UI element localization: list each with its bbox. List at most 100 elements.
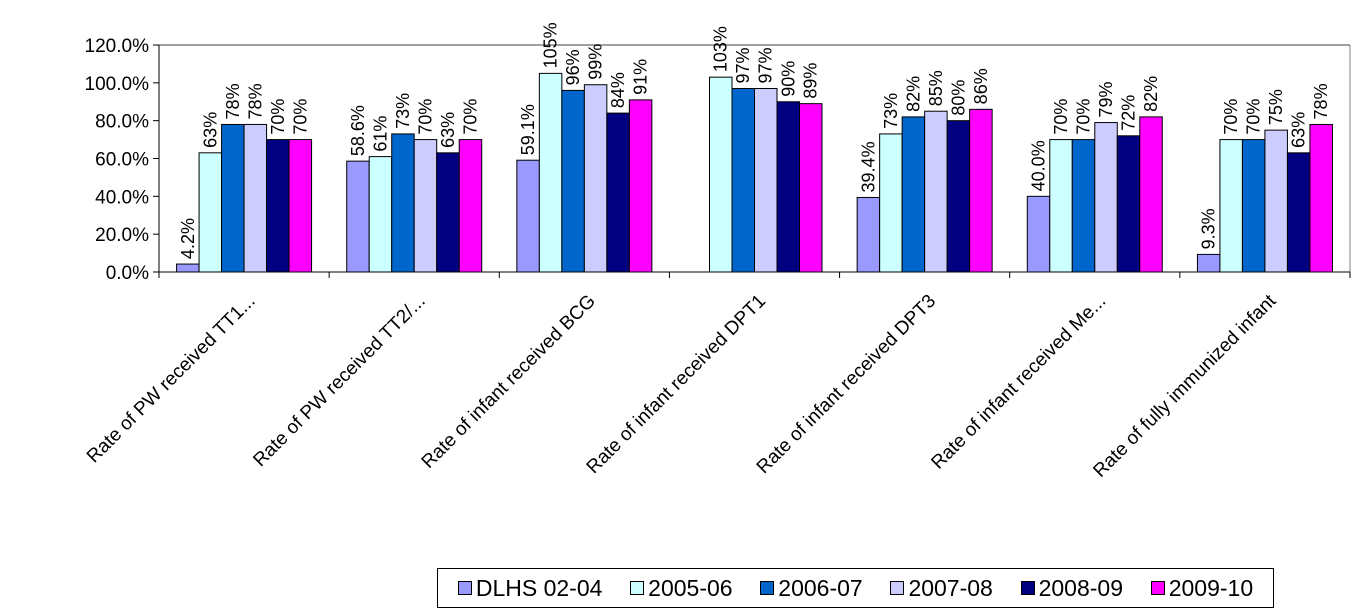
bar	[391, 133, 415, 273]
legend-item: 2006-07	[760, 574, 863, 602]
data-label: 84%	[608, 72, 628, 108]
bar	[709, 76, 733, 273]
data-label: 70%	[1074, 99, 1094, 135]
data-label: 59.1%	[518, 104, 538, 155]
bar	[368, 156, 393, 273]
x-tick-label: Rate of fully immunized infant	[1089, 290, 1281, 482]
bar	[1219, 139, 1243, 273]
data-label: 70%	[415, 99, 435, 135]
bar	[176, 263, 200, 273]
x-tick-label: Rate of infant received Me...	[927, 291, 1110, 474]
data-label: 97%	[733, 47, 753, 83]
legend-label: 2006-07	[778, 574, 863, 601]
bar	[1071, 139, 1096, 273]
legend-label: DLHS 02-04	[475, 574, 603, 601]
bar	[1286, 152, 1311, 273]
bar	[1264, 129, 1288, 273]
legend-item: 2005-06	[630, 574, 733, 602]
bar	[561, 89, 585, 273]
bar	[1094, 122, 1118, 273]
data-label: 79%	[1096, 82, 1116, 118]
x-tick-label: Rate of PW received TT2/...	[249, 291, 429, 471]
data-label: 82%	[1141, 76, 1161, 112]
bar	[754, 88, 778, 273]
data-label: 105%	[541, 22, 561, 68]
legend-item: DLHS 02-04	[457, 574, 603, 602]
bar	[288, 139, 313, 273]
bar	[221, 123, 245, 273]
data-label: 78%	[1311, 83, 1331, 119]
data-label: 70%	[290, 99, 310, 135]
bar	[243, 123, 268, 273]
data-label: 4.2%	[178, 218, 198, 259]
data-label: 80%	[948, 80, 968, 116]
legend-swatch	[457, 581, 472, 595]
bar	[901, 116, 926, 273]
data-label: 97%	[756, 47, 776, 83]
bar	[879, 133, 903, 273]
bar	[799, 103, 823, 273]
data-label: 63%	[1289, 112, 1309, 148]
legend-swatch	[890, 581, 905, 595]
legend-swatch	[630, 581, 645, 595]
legend-item: 2008-09	[1020, 574, 1123, 602]
bar	[266, 139, 290, 273]
legend-label: 2008-09	[1038, 574, 1123, 601]
data-label: 103%	[711, 26, 731, 72]
legend: DLHS 02-04 2005-06 2006-07 2007-08 2008-09 20…	[437, 568, 1274, 608]
data-label: 70%	[1051, 99, 1071, 135]
bar	[1241, 139, 1266, 273]
bar	[1309, 123, 1333, 273]
bar	[1049, 139, 1073, 273]
legend-swatch	[1150, 581, 1165, 595]
data-label: 70%	[1244, 99, 1264, 135]
data-label: 78%	[223, 83, 243, 119]
legend-label: 2007-08	[908, 574, 993, 601]
y-tick-label: 80.0%	[95, 112, 149, 133]
bar	[346, 160, 370, 273]
y-tick-label: 0.0%	[106, 263, 149, 284]
x-tick-label: Rate of infant received DPT1	[583, 291, 770, 478]
data-label: 89%	[801, 63, 821, 99]
legend-label: 2009-10	[1168, 574, 1254, 601]
data-label: 82%	[903, 76, 923, 112]
bar	[946, 120, 971, 273]
bar	[969, 108, 993, 273]
data-label: 90%	[778, 61, 798, 97]
bar	[1026, 195, 1051, 273]
y-tick-label: 120.0%	[85, 36, 150, 57]
data-label: 85%	[926, 70, 946, 106]
data-label: 40.0%	[1029, 140, 1049, 191]
legend-swatch	[760, 581, 775, 595]
bar	[606, 112, 630, 273]
bar	[458, 139, 483, 273]
bar	[731, 88, 755, 273]
x-tick-label: Rate of infant received BCG	[418, 291, 600, 473]
bar	[628, 99, 653, 273]
data-label: 58.6%	[348, 105, 368, 156]
bar	[583, 84, 608, 273]
data-label: 61%	[370, 116, 390, 152]
data-label: 75%	[1266, 89, 1286, 125]
legend-label: 2005-06	[648, 574, 733, 601]
data-label: 63%	[200, 112, 220, 148]
bar	[1196, 253, 1221, 273]
data-label: 96%	[563, 49, 583, 85]
data-label: 73%	[393, 93, 413, 129]
x-tick-label: Rate of infant received DPT3	[753, 291, 940, 478]
y-tick-label: 40.0%	[95, 187, 149, 208]
data-label: 70%	[460, 99, 480, 135]
data-label: 99%	[586, 44, 606, 80]
bar	[924, 110, 948, 273]
bar	[1116, 135, 1141, 273]
bar	[413, 139, 438, 273]
data-label: 9.3%	[1199, 208, 1219, 249]
bar	[516, 159, 540, 273]
y-tick-label: 60.0%	[95, 150, 149, 171]
bar	[856, 196, 881, 273]
data-label: 91%	[631, 59, 651, 95]
bar	[198, 152, 223, 273]
y-tick-label: 100.0%	[85, 74, 150, 95]
legend-item: 2007-08	[890, 574, 993, 602]
